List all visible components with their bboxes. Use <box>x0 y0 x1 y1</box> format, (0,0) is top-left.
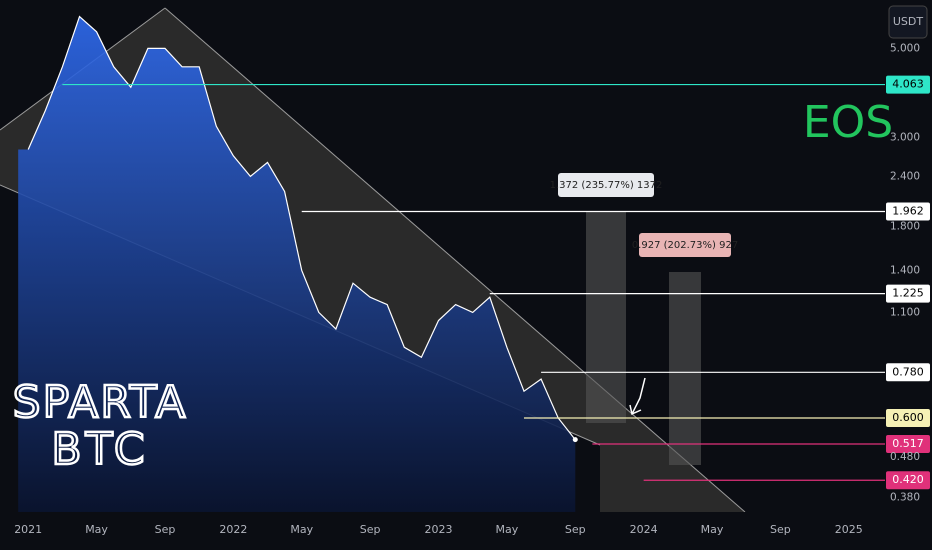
level-label: 1.225 <box>892 287 924 300</box>
y-tick-label: 0.380 <box>890 492 920 504</box>
level-label: 0.420 <box>892 473 924 486</box>
level-label: 1.962 <box>892 204 924 217</box>
x-tick-label: 2022 <box>219 523 247 536</box>
x-tick-label: 2025 <box>835 523 863 536</box>
y-tick-label: 5.000 <box>890 42 920 54</box>
x-tick-label: 2024 <box>630 523 658 536</box>
wedge-line <box>164 7 746 512</box>
x-tick-label: May <box>85 523 108 536</box>
annotation: 0.927 (202.73%) 927 <box>632 240 738 251</box>
logo: SPARTA <box>13 377 188 428</box>
x-tick-label: 2023 <box>425 523 453 536</box>
last-price <box>572 437 578 443</box>
arrow <box>631 377 646 415</box>
y-tick-label: 1.100 <box>890 306 920 318</box>
currency-button[interactable] <box>888 5 928 39</box>
x-tick-label: 2021 <box>14 523 42 536</box>
area <box>18 16 576 512</box>
logo: BTC <box>51 424 148 475</box>
x-tick-label: Sep <box>155 523 176 536</box>
y-tick-label: 1.400 <box>890 264 920 276</box>
plot <box>0 7 885 512</box>
level-label: 4.063 <box>892 78 924 91</box>
currency[interactable]: USDT <box>893 15 924 28</box>
projection <box>586 212 626 423</box>
level-box <box>886 409 930 428</box>
x-tick-label: Sep <box>770 523 791 536</box>
x-tick-label: Sep <box>360 523 381 536</box>
x-tick-label: May <box>290 523 313 536</box>
arrow <box>629 404 642 416</box>
level-box <box>886 363 930 382</box>
y-tick-label: 3.000 <box>890 131 920 143</box>
y-tick-label: 0.480 <box>890 451 920 463</box>
level-box <box>886 202 930 221</box>
y-tick-label: 2.400 <box>890 170 920 182</box>
y-tick-label: 1.800 <box>890 221 920 233</box>
level-label: 0.517 <box>892 437 924 450</box>
x-tick-label: May <box>701 523 724 536</box>
annotation-box <box>558 173 654 197</box>
level-box <box>886 471 930 490</box>
level-label: 0.780 <box>892 365 924 378</box>
annotation: 1.372 (235.77%) 1372 <box>550 180 663 191</box>
x-tick-label: May <box>496 523 519 536</box>
level-box <box>886 284 930 303</box>
price-line <box>27 15 576 441</box>
annotation-box <box>639 233 731 257</box>
level-box <box>886 75 930 94</box>
x-tick-label: Sep <box>565 523 586 536</box>
projection <box>669 272 701 465</box>
level-label: 0.600 <box>892 411 924 424</box>
level-box <box>886 434 930 453</box>
chart-title: EOS <box>803 97 893 148</box>
